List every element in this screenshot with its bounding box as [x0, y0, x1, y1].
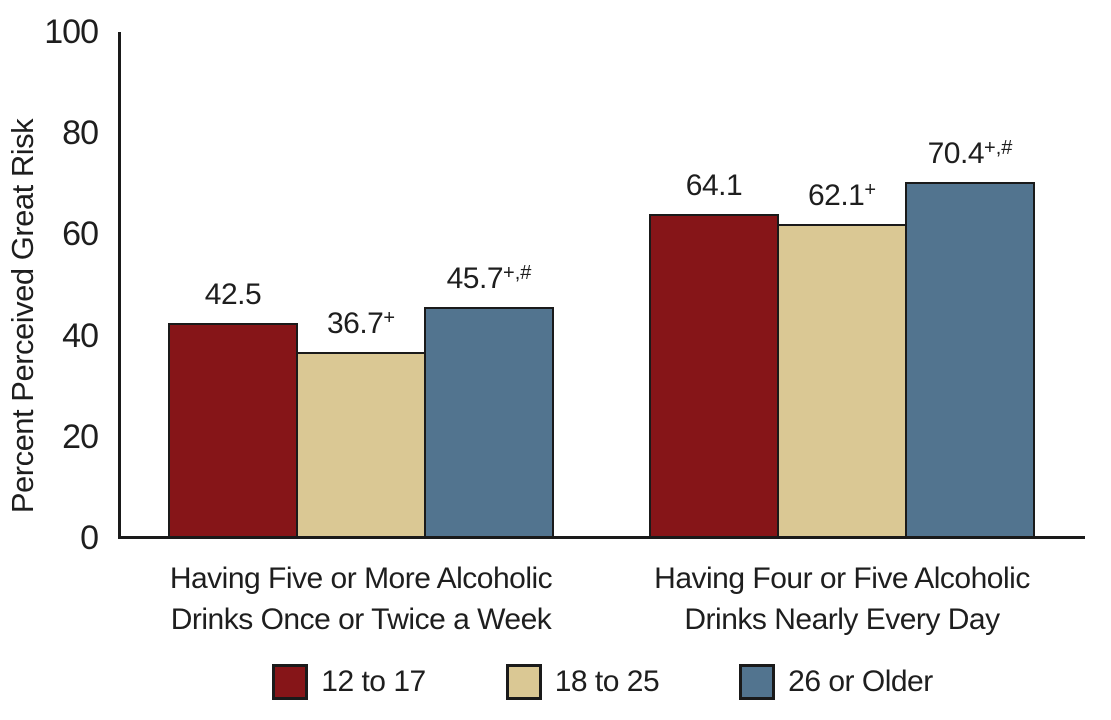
legend-swatch-12-to-17	[272, 664, 309, 700]
legend-label-12-to-17: 12 to 17	[321, 665, 426, 698]
legend-label-26-or-older: 26 or Older	[788, 665, 933, 698]
bar-18-to-25-having-five-or-more-alcoholic	[296, 352, 426, 538]
bar-value-label-12-to-17-group-1: 42.5	[204, 278, 262, 311]
category-label-1: Having Five or More Alcoholic Drinks Once…	[169, 562, 553, 636]
bar-value-label-18-to-25-group-2: 62.1+	[807, 179, 877, 212]
bar-18-to-25-having-four-or-five-alcoholic	[777, 224, 907, 538]
legend-item-18-to-25: 18 to 25	[505, 664, 660, 700]
bar-26-or-older-having-five-or-more-alcoholic	[424, 307, 554, 538]
bar-value-label-26-or-older-group-2: 70.4+,#	[927, 137, 1013, 170]
legend-label-18-to-25: 18 to 25	[554, 665, 660, 698]
legend: 12 to 17 18 to 25 26 or Older	[120, 660, 1085, 704]
legend-swatch-26-or-older	[739, 664, 776, 700]
legend-item-26-or-older: 26 or Older	[739, 664, 933, 700]
bar-12-to-17-having-four-or-five-alcoholic	[649, 214, 779, 538]
legend-swatch-18-to-25	[505, 664, 542, 700]
y-axis-line	[118, 32, 121, 538]
legend-item-12-to-17: 12 to 17	[272, 664, 426, 700]
bar-value-label-12-to-17-group-2: 64.1	[685, 169, 743, 202]
significance-marker: +	[864, 179, 877, 201]
bar-12-to-17-having-five-or-more-alcoholic	[168, 323, 298, 538]
y-tick-label-60: 60	[62, 215, 99, 254]
y-tick-label-100: 100	[44, 13, 99, 51]
x-axis-baseline	[118, 536, 1085, 539]
bar-value-label-26-or-older-group-1: 45.7+,#	[446, 262, 532, 295]
y-tick-label-80: 80	[62, 114, 99, 153]
significance-marker: +,#	[503, 262, 532, 284]
category-label-2: Having Four or Five Alcoholic Drinks Near…	[654, 562, 1030, 636]
bar-26-or-older-having-four-or-five-alcoholic	[905, 182, 1035, 538]
y-tick-label-20: 20	[62, 417, 99, 456]
bar-value-label-18-to-25-group-1: 36.7+	[326, 307, 396, 340]
y-tick-label-0: 0	[80, 519, 99, 557]
y-tick-label-40: 40	[62, 316, 99, 355]
significance-marker: +	[383, 307, 396, 329]
significance-marker: +,#	[984, 137, 1013, 159]
